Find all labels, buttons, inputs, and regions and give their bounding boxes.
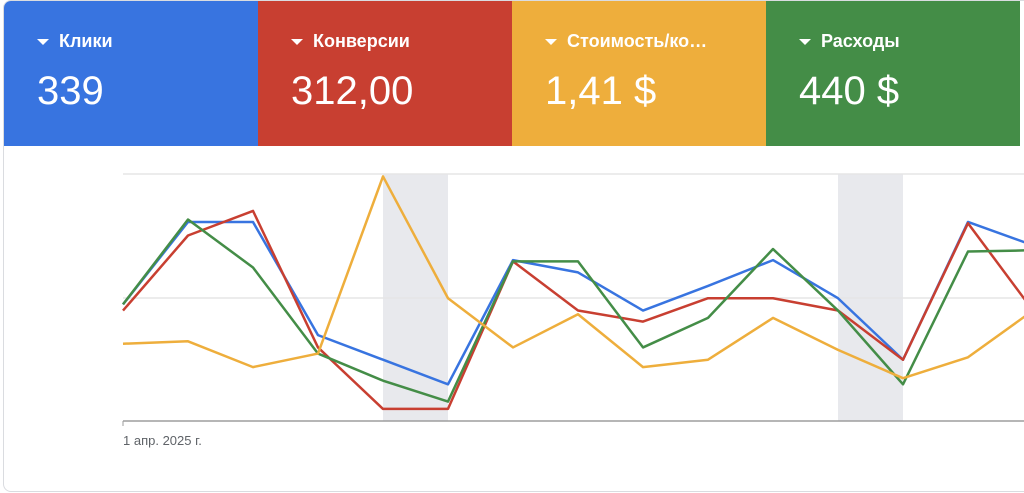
metric-label: Стоимость/ко… xyxy=(567,31,708,51)
dropdown-arrow-icon[interactable] xyxy=(545,38,557,45)
series-line-1 xyxy=(122,209,1024,411)
metric-tile-conversions[interactable]: Конверсии 312,00 xyxy=(258,1,512,146)
series-line-0 xyxy=(122,220,1024,386)
dropdown-arrow-icon[interactable] xyxy=(799,38,811,45)
series-line-3 xyxy=(122,175,1024,380)
metric-label: Конверсии xyxy=(313,31,410,51)
dropdown-arrow-icon[interactable] xyxy=(37,38,49,45)
metric-value: 312,00 xyxy=(291,69,414,113)
metric-value: 339 xyxy=(37,69,104,113)
dropdown-arrow-icon[interactable] xyxy=(291,38,303,45)
series-line-2 xyxy=(122,218,1024,403)
metric-tile-cost-per-conversion[interactable]: Стоимость/ко… 1,41 $ xyxy=(512,1,766,146)
metric-tile-cost[interactable]: Расходы 440 $ xyxy=(766,1,1020,146)
x-tick-label: 1 апр. 2025 г. xyxy=(123,433,202,448)
metric-label: Клики xyxy=(59,31,113,51)
metric-tile-clicks[interactable]: Клики 339 xyxy=(4,1,258,146)
metric-tiles: Клики 339 Конверсии 312,00 Стоимость/ко…… xyxy=(4,1,1020,146)
metric-value: 440 $ xyxy=(799,69,900,113)
metric-label: Расходы xyxy=(821,31,900,51)
metric-value: 1,41 $ xyxy=(545,69,657,113)
